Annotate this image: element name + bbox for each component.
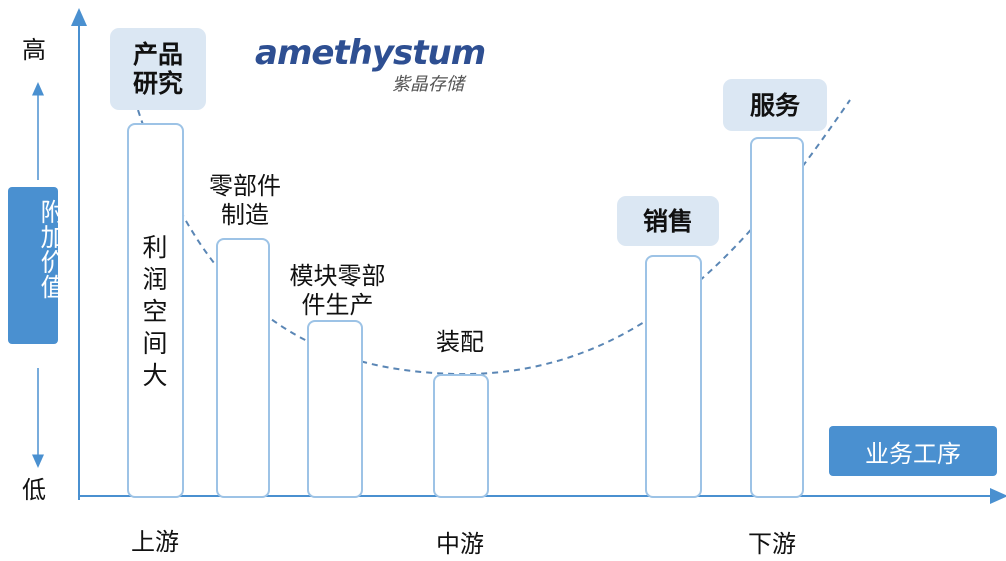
bar-parts <box>216 238 270 498</box>
profit-note: 利 润 空 间 大 <box>142 233 168 390</box>
x-axis-title-box: 业务工序 <box>829 426 997 476</box>
bar-service <box>750 137 804 498</box>
y-high-label: 高 <box>22 36 46 64</box>
stage-parts: 零部件 制造 <box>209 172 281 229</box>
position-upstream: 上游 <box>131 528 179 556</box>
bar-assembly <box>433 374 489 498</box>
position-midstream: 中游 <box>436 530 484 558</box>
bar-sales <box>645 255 702 498</box>
position-downstream: 下游 <box>748 530 796 558</box>
stage-assembly: 装配 <box>436 328 484 356</box>
stage-research: 产品 研究 <box>110 28 206 110</box>
x-axis-title: 业务工序 <box>865 439 961 468</box>
brand-name: amethystum <box>255 33 486 73</box>
bar-modules <box>307 320 363 498</box>
stage-modules: 模块零部 件生产 <box>289 262 386 319</box>
y-low-label: 低 <box>22 476 46 504</box>
smile-curve <box>137 99 851 376</box>
brand-logo: amethystum 紫晶存储 <box>255 33 486 96</box>
bar-research <box>127 123 184 498</box>
y-axis-title: 附加价值 <box>37 199 66 299</box>
brand-subtitle: 紫晶存储 <box>392 74 464 95</box>
stage-service: 服务 <box>723 79 827 131</box>
y-axis-title-box: 附加价值 <box>8 187 66 344</box>
stage-sales: 销售 <box>617 196 719 246</box>
